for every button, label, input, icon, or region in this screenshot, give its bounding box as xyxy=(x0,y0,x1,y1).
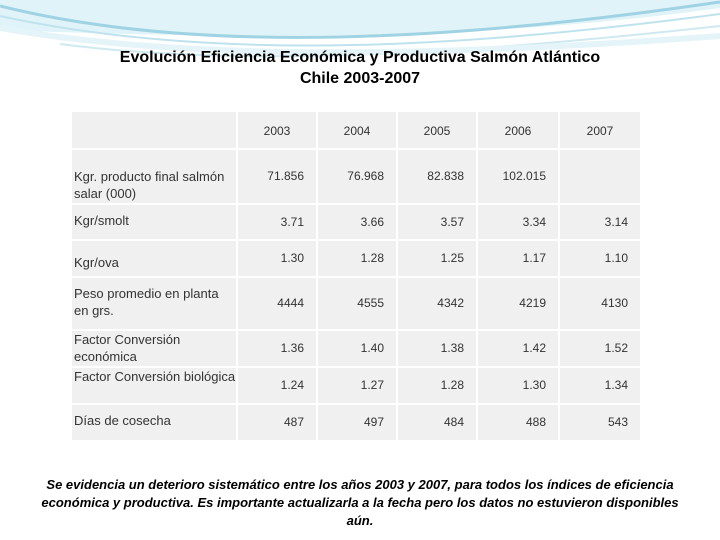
table-cell: 3.57 xyxy=(398,205,476,239)
table-cell: 1.28 xyxy=(398,368,476,403)
table-cell: 76.968 xyxy=(318,150,396,203)
efficiency-table: 2003 2004 2005 2006 2007 Kgr. producto final … xyxy=(72,112,640,440)
table-cell: 1.38 xyxy=(398,331,476,366)
table-cell: 497 xyxy=(318,405,396,440)
table-cell: 3.71 xyxy=(238,205,316,239)
table-cell: 4342 xyxy=(398,278,476,329)
table-cell xyxy=(560,150,640,203)
table-cell: 1.36 xyxy=(238,331,316,366)
table-cell: 1.24 xyxy=(238,368,316,403)
table-cell: 543 xyxy=(560,405,640,440)
table-cell: 1.30 xyxy=(478,368,558,403)
table-cell: 484 xyxy=(398,405,476,440)
table-cell: 1.40 xyxy=(318,331,396,366)
table-cell: 1.25 xyxy=(398,241,476,276)
table-cell: 1.27 xyxy=(318,368,396,403)
table-cell: 1.17 xyxy=(478,241,558,276)
table-cell: 1.42 xyxy=(478,331,558,366)
table-cell: 3.14 xyxy=(560,205,640,239)
year-header-2007: 2007 xyxy=(560,112,640,148)
table-cell: 102.015 xyxy=(478,150,558,203)
row-label: Factor Conversión biológica xyxy=(72,368,236,403)
table-cell: 488 xyxy=(478,405,558,440)
table-cell: 1.30 xyxy=(238,241,316,276)
table-corner-cell xyxy=(72,112,236,148)
title-line-2: Chile 2003-2007 xyxy=(299,70,421,87)
year-header-2005: 2005 xyxy=(398,112,476,148)
year-header-2004: 2004 xyxy=(318,112,396,148)
table-cell: 1.10 xyxy=(560,241,640,276)
row-label: Peso promedio en planta en grs. xyxy=(72,278,236,329)
year-header-2006: 2006 xyxy=(478,112,558,148)
table-cell: 1.52 xyxy=(560,331,640,366)
table-cell: 3.34 xyxy=(478,205,558,239)
table-cell: 4444 xyxy=(238,278,316,329)
table-cell: 1.34 xyxy=(560,368,640,403)
header-swoosh-decoration xyxy=(0,0,720,58)
table-cell: 82.838 xyxy=(398,150,476,203)
table-cell: 71.856 xyxy=(238,150,316,203)
row-label: Kgr/smolt xyxy=(72,205,236,239)
row-label: Días de cosecha xyxy=(72,405,236,440)
row-label: Kgr. producto final salmón salar (000) xyxy=(72,150,236,203)
row-label: Kgr/ova xyxy=(72,241,236,276)
page-title: Evolución Eficiencia Económica y Product… xyxy=(0,47,720,89)
title-line-1: Evolución Eficiencia Económica y Product… xyxy=(119,49,601,66)
table-cell: 4219 xyxy=(478,278,558,329)
table-cell: 1.28 xyxy=(318,241,396,276)
year-header-2003: 2003 xyxy=(238,112,316,148)
table-cell: 4130 xyxy=(560,278,640,329)
footnote: Se evidencia un deterioro sistemático en… xyxy=(41,477,679,528)
row-label: Factor Conversión económica xyxy=(72,331,236,366)
table-cell: 487 xyxy=(238,405,316,440)
table-cell: 3.66 xyxy=(318,205,396,239)
table-cell: 4555 xyxy=(318,278,396,329)
